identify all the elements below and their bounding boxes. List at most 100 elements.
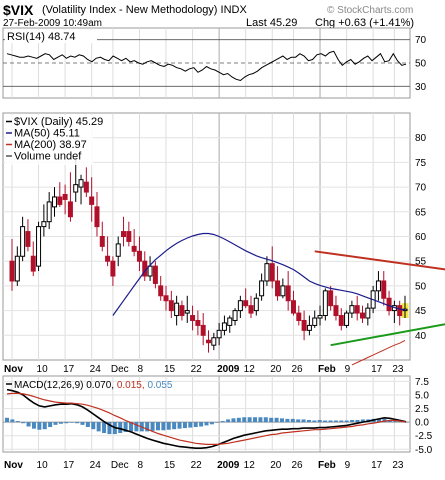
price-date-label: 8: [137, 364, 143, 375]
macd-histogram-bar: [258, 417, 263, 423]
candle-up: [184, 310, 190, 314]
candle-down: [110, 260, 116, 277]
macd-histogram-bar: [253, 417, 258, 423]
price-tick-label: 65: [415, 207, 427, 218]
rsi-tick-label: 70: [415, 35, 427, 46]
macd-histogram-bar: [188, 422, 193, 428]
macd-histogram-bar: [317, 419, 322, 423]
support-trendline: [330, 323, 445, 347]
candle-up: [78, 179, 84, 188]
candle-down: [83, 181, 89, 193]
candle-down: [195, 319, 201, 326]
macd-legend-histogram: 0.055: [147, 380, 172, 391]
chart-symbol: $VIX: [3, 2, 34, 18]
candle-down: [67, 201, 73, 218]
macd-histogram-bar: [242, 417, 247, 423]
macd-histogram-bar: [123, 422, 128, 432]
candle-up: [375, 280, 381, 292]
macd-histogram-bar: [42, 422, 47, 430]
candle-down: [89, 196, 95, 205]
candle-down: [190, 315, 196, 321]
price-date-label: 9: [345, 364, 351, 375]
candle-down: [62, 194, 68, 200]
ma200-legend: MA(200) 38.97: [14, 139, 87, 151]
candle-up: [349, 305, 355, 314]
price-tick-label: 55: [415, 257, 427, 268]
candle-down: [168, 300, 174, 312]
macd-histogram-bar: [209, 422, 214, 425]
candle-down: [290, 300, 296, 314]
macd-histogram-bar: [398, 421, 403, 423]
price-date-label: 2009: [217, 364, 240, 375]
macd-histogram-bar: [312, 420, 317, 423]
macd-legend-signal: 0.015,: [117, 380, 148, 391]
macd-histogram-bar: [161, 422, 166, 431]
candle-down: [360, 312, 366, 319]
candle-down: [25, 231, 31, 247]
macd-date-label: 26: [291, 460, 303, 471]
macd-date-label: Feb: [318, 460, 336, 471]
macd-legend-value: 0.070,: [86, 380, 117, 391]
candle-up: [227, 317, 233, 326]
price-tick-label: 60: [415, 232, 427, 243]
candle-down: [179, 305, 185, 317]
macd-histogram-bar: [150, 422, 155, 431]
macd-histogram-bar: [26, 422, 31, 427]
candle-up: [237, 300, 243, 312]
macd-histogram-bar: [355, 419, 360, 423]
candle-down: [354, 305, 360, 314]
macd-histogram-bar: [344, 420, 349, 423]
price-date-label: 15: [164, 364, 176, 375]
price-date-label: Nov: [4, 364, 23, 375]
macd-histogram-bar: [360, 419, 365, 423]
macd-tick-label: 5.0: [415, 391, 429, 402]
macd-histogram-bar: [290, 418, 295, 423]
macd-histogram-bar: [69, 422, 74, 423]
candle-down: [200, 324, 206, 336]
price-tick-label: 40: [415, 331, 427, 342]
macd-date-label: 24: [90, 460, 102, 471]
price-tick-label: 70: [415, 183, 427, 194]
price-date-label: 24: [90, 364, 102, 375]
chart-date: 27-Feb-2009 10:49am: [3, 18, 102, 29]
macd-date-label: 8: [137, 460, 143, 471]
macd-histogram-bar: [37, 422, 42, 430]
macd-histogram-bar: [199, 422, 204, 427]
candle-down: [94, 206, 100, 228]
candle-down: [30, 255, 36, 272]
macd-histogram-bar: [31, 422, 36, 429]
candle-down: [121, 231, 127, 237]
candle-up: [211, 337, 217, 346]
price-tick-label: 45: [415, 306, 427, 317]
rsi-legend-bg: [5, 30, 97, 43]
candle-up: [51, 196, 57, 208]
candle-down: [397, 305, 403, 317]
candle-up: [365, 307, 371, 319]
candle-up: [259, 280, 265, 297]
macd-histogram-bar: [215, 422, 220, 423]
price-legend-bg: [5, 115, 93, 165]
ma50-legend: MA(50) 45.11: [14, 128, 80, 140]
candle-down: [163, 295, 169, 302]
macd-histogram-bar: [85, 422, 90, 428]
candle-down: [275, 280, 281, 297]
candle-down: [206, 339, 211, 344]
macd-panel-frame: [2, 375, 411, 453]
macd-tick-label: 0.0: [415, 418, 429, 429]
macd-histogram-bar: [134, 422, 139, 432]
price-tick-label: 75: [415, 158, 427, 169]
price-date-label: 26: [291, 364, 303, 375]
macd-histogram-bar: [279, 418, 284, 423]
macd-date-label: 9: [345, 460, 351, 471]
candle-up: [312, 317, 318, 326]
watermark: © StockCharts.com: [327, 5, 414, 16]
candle-up: [46, 201, 52, 223]
macd-histogram-bar: [53, 422, 58, 425]
candle-down: [301, 319, 307, 331]
price-date-label: 20: [270, 364, 282, 375]
macd-legend-title: MACD(12,26,9): [14, 380, 86, 391]
macd-histogram-bar: [323, 420, 328, 423]
macd-histogram-bar: [236, 417, 241, 423]
price-change: Chg +0.63 (+1.41%): [315, 17, 415, 29]
